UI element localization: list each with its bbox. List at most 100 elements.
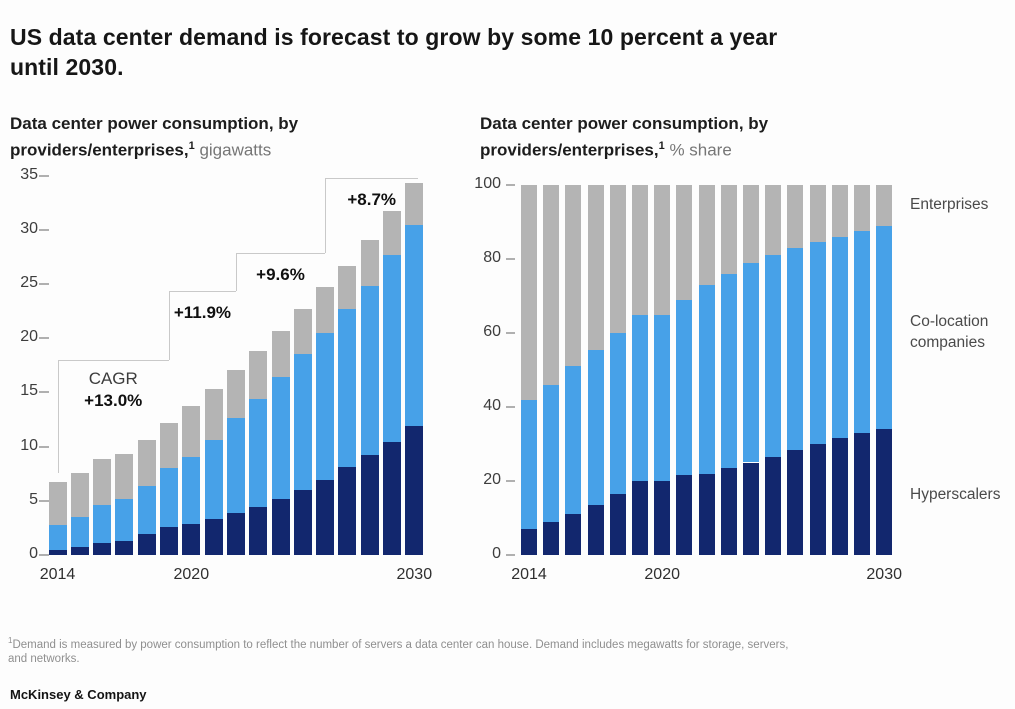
x-tick-label-2014: 2014 — [39, 566, 76, 583]
bar-segment-hyperscalers-2019 — [160, 526, 178, 555]
bar-segment-hyperscalers-2025 — [765, 456, 782, 555]
bar-segment-co-location-companies-2024 — [271, 377, 290, 499]
bar-segment-hyperscalers-2016 — [565, 514, 582, 555]
bar-segment-co-location-companies-2026 — [316, 332, 335, 481]
cagr-bracket-vline — [57, 359, 59, 474]
bar-segment-enterprises-2015 — [70, 472, 89, 518]
bar-segment-hyperscalers-2026 — [787, 449, 804, 555]
bar-segment-hyperscalers-2017 — [587, 505, 604, 555]
cagr-value--13-0-: +13.0% — [84, 390, 143, 410]
bar-segment-co-location-companies-2028 — [831, 236, 848, 439]
x-tick-label-2030: 2030 — [396, 566, 433, 583]
chart-share-subtitle-line1: Data center power consumption, by — [480, 114, 769, 134]
bar-segment-co-location-companies-2019 — [632, 314, 648, 481]
bar-segment-co-location-companies-2016 — [565, 366, 582, 515]
footnote-line2: and networks. — [8, 653, 80, 666]
bar-segment-hyperscalers-2018 — [609, 493, 626, 555]
y-tick-dash — [39, 337, 49, 340]
bar-segment-enterprises-2029 — [854, 185, 870, 232]
y-tick-label: 0 — [29, 545, 38, 562]
cagr-bracket-vline — [325, 177, 327, 253]
bar-segment-co-location-companies-2018 — [137, 485, 156, 535]
bar-segment-hyperscalers-2024 — [271, 498, 290, 555]
y-tick-dash — [39, 174, 49, 177]
bar-segment-co-location-companies-2023 — [249, 398, 268, 508]
bar-segment-enterprises-2016 — [565, 185, 582, 367]
y-tick-dash — [506, 554, 515, 556]
bar-segment-hyperscalers-2027 — [338, 467, 357, 555]
chart-gigawatts-subtitle-line1: Data center power consumption, by — [10, 114, 299, 134]
bar-segment-enterprises-2016 — [93, 458, 112, 506]
bar-segment-co-location-companies-2017 — [115, 498, 134, 541]
bar-segment-hyperscalers-2029 — [854, 432, 870, 555]
cagr-value--9-6-: +9.6% — [256, 264, 305, 284]
bar-segment-co-location-companies-2016 — [93, 505, 112, 544]
bar-segment-enterprises-2026 — [787, 185, 804, 248]
y-tick-label: 25 — [20, 274, 38, 291]
y-tick-label: 80 — [483, 249, 501, 266]
bar-segment-enterprises-2021 — [676, 185, 693, 300]
bar-segment-hyperscalers-2018 — [137, 534, 156, 555]
bar-segment-enterprises-2024 — [743, 185, 759, 263]
legend-label-hyperscalers: Hyperscalers — [910, 486, 1001, 503]
cagr-bracket-hline — [235, 252, 326, 254]
bar-segment-enterprises-2023 — [720, 185, 737, 274]
bar-segment-enterprises-2025 — [765, 185, 782, 256]
bar-segment-co-location-companies-2018 — [609, 333, 626, 494]
bar-segment-co-location-companies-2014 — [48, 524, 67, 550]
bar-segment-enterprises-2026 — [316, 287, 335, 333]
bar-segment-hyperscalers-2022 — [698, 473, 715, 555]
bar-segment-hyperscalers-2016 — [93, 543, 112, 555]
y-tick-label: 20 — [20, 328, 38, 346]
bar-segment-enterprises-2028 — [360, 239, 379, 287]
y-tick-dash — [506, 406, 515, 408]
cagr-bracket-hline — [325, 177, 419, 179]
bar-segment-enterprises-2025 — [293, 308, 312, 355]
bar-segment-hyperscalers-2030 — [876, 429, 893, 555]
bar-segment-hyperscalers-2020 — [654, 481, 671, 555]
bar-segment-co-location-companies-2023 — [720, 273, 737, 469]
bar-segment-enterprises-2021 — [204, 389, 223, 441]
bar-segment-co-location-companies-2027 — [338, 308, 357, 468]
x-tick-label-2020: 2020 — [173, 566, 210, 583]
y-tick-label: 0 — [492, 545, 501, 562]
cagr-bracket-vline — [235, 252, 237, 291]
bar-segment-co-location-companies-2017 — [587, 349, 604, 506]
bar-segment-hyperscalers-2017 — [115, 540, 134, 555]
y-tick-dash — [506, 184, 515, 186]
bar-segment-co-location-companies-2029 — [383, 254, 401, 443]
cagr-bracket-vline — [169, 290, 170, 360]
chart-share-unit: % share — [669, 140, 732, 160]
y-tick-dash — [39, 228, 49, 231]
bar-segment-hyperscalers-2029 — [383, 442, 401, 555]
bar-segment-hyperscalers-2019 — [632, 481, 648, 555]
bar-segment-hyperscalers-2027 — [809, 444, 826, 555]
y-tick-label: 20 — [483, 471, 501, 488]
bar-segment-enterprises-2019 — [632, 185, 648, 315]
y-tick-label: 30 — [20, 219, 38, 237]
bar-segment-enterprises-2024 — [271, 330, 290, 378]
bar-segment-hyperscalers-2030 — [405, 426, 424, 555]
y-tick-label: 10 — [20, 436, 38, 454]
bar-segment-co-location-companies-2030 — [405, 225, 424, 426]
page-title-line2: until 2030. — [10, 54, 124, 81]
bar-segment-enterprises-2015 — [543, 185, 560, 385]
bar-segment-co-location-companies-2028 — [360, 286, 379, 456]
bar-segment-enterprises-2027 — [338, 265, 357, 309]
mckinsey-logo: McKinsey & Company — [10, 687, 147, 702]
legend-label-co-location-companies: Co-location companies — [910, 313, 989, 351]
bar-segment-enterprises-2030 — [405, 183, 424, 226]
chart-gigawatts-subtitle: Data center power consumption, by provid… — [10, 113, 400, 162]
bar-segment-co-location-companies-2014 — [521, 399, 537, 530]
bar-segment-co-location-companies-2020 — [654, 314, 671, 481]
bar-segment-hyperscalers-2028 — [831, 438, 848, 555]
bar-segment-enterprises-2022 — [698, 185, 715, 285]
y-tick-label: 5 — [29, 490, 38, 508]
footnote-line1: Demand is measured by power consumption … — [12, 638, 789, 651]
bar-segment-hyperscalers-2015 — [70, 547, 89, 555]
bar-segment-co-location-companies-2025 — [765, 255, 782, 457]
bar-segment-hyperscalers-2024 — [743, 462, 759, 555]
bar-segment-enterprises-2029 — [383, 211, 401, 255]
